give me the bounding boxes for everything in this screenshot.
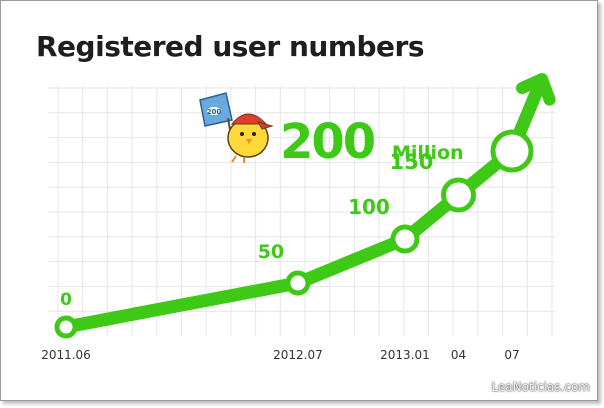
mascot-chick-icon: 200 (199, 92, 274, 163)
x-tick-label: 2012.07 (273, 348, 323, 362)
series-line (59, 144, 519, 334)
gridlines (48, 86, 556, 336)
watermark: LeaNoticias.com (491, 380, 590, 394)
data-point-2013.01 (390, 224, 420, 254)
chart-title: Registered user numbers (36, 30, 425, 63)
x-tick-label: 2013.01 (380, 348, 430, 362)
data-label: 50 (258, 241, 284, 263)
data-point-04 (440, 177, 476, 213)
chart-frame (0, 0, 598, 401)
x-tick-label: 07 (504, 348, 519, 362)
milestone-value: 200 (280, 114, 376, 170)
data-label: 100 (348, 195, 390, 219)
data-point-2011.06 (54, 315, 78, 339)
milestone-unit: Million (392, 142, 464, 164)
x-axis-ticks: 2011.06 2012.07 2013.01 04 07 (41, 348, 519, 362)
data-point-2012.07 (285, 270, 311, 296)
data-label: 150 (390, 150, 434, 174)
data-label: 0 (60, 290, 72, 310)
x-tick-label: 2011.06 (41, 348, 91, 362)
trend-arrow-head (515, 73, 556, 106)
svg-text:200: 200 (207, 108, 222, 116)
x-tick-label: 04 (451, 348, 466, 362)
data-point-07 (490, 129, 534, 173)
